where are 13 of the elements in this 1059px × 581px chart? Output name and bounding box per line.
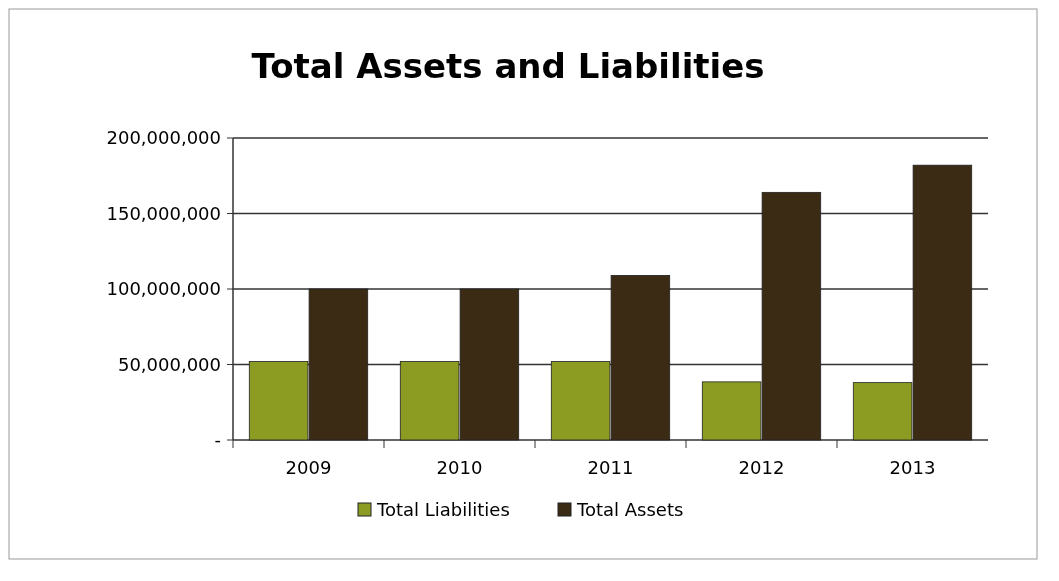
legend-label: Total Assets <box>576 499 684 521</box>
legend-label: Total Liabilities <box>376 499 510 521</box>
y-tick-label: - <box>214 429 221 451</box>
x-tick-label: 2009 <box>285 457 332 478</box>
chart-title: Total Assets and Liabilities <box>251 46 765 86</box>
x-tick-label: 2011 <box>587 457 634 478</box>
y-tick-label: 200,000,000 <box>106 127 221 149</box>
x-tick-label: 2013 <box>889 457 936 478</box>
y-tick-label: 100,000,000 <box>106 278 221 300</box>
x-tick-label: 2010 <box>436 457 483 478</box>
y-tick-label: 150,000,000 <box>106 202 221 224</box>
x-tick-label: 2012 <box>738 457 785 478</box>
y-tick-label: 50,000,000 <box>117 353 221 375</box>
